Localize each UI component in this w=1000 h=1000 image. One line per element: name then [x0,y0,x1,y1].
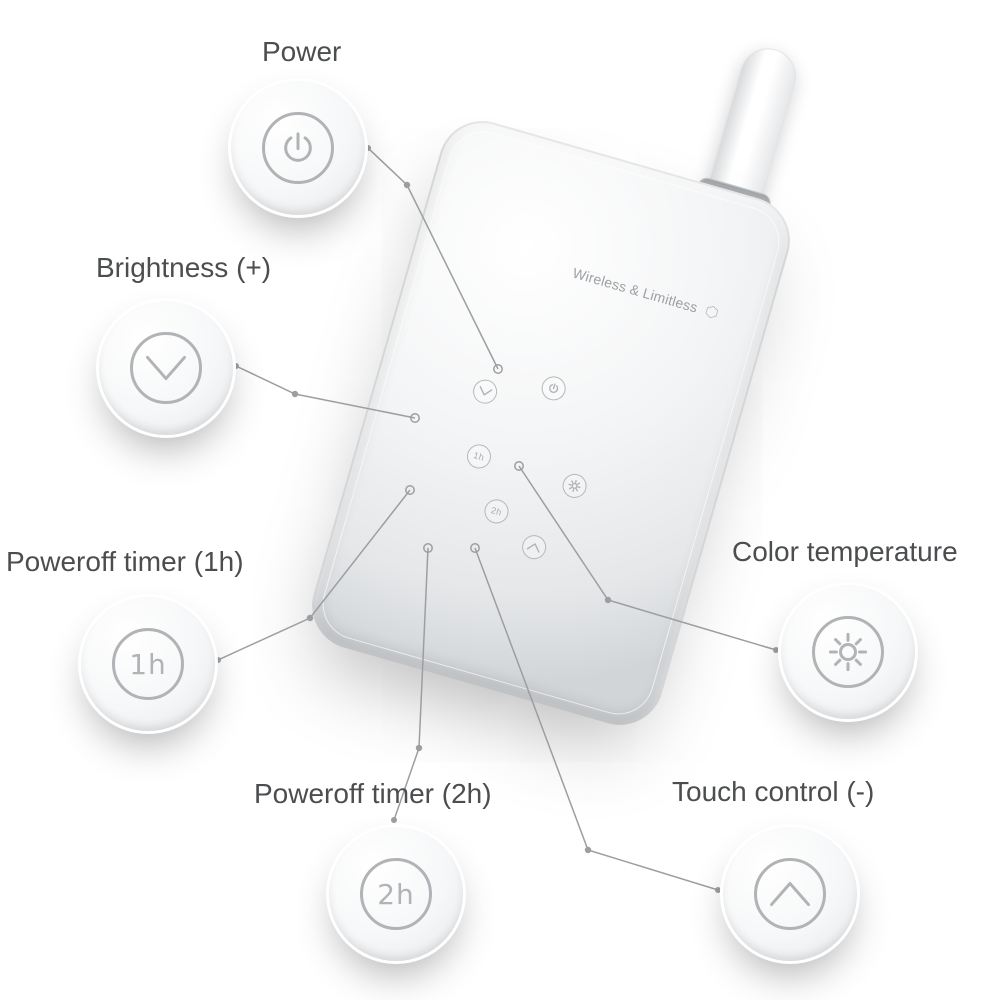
color_temp-icon [812,616,884,688]
timer_1h-icon: 1h [112,628,184,700]
callout-label-touch_minus: Touch control (-) [672,776,874,808]
lamp-base-plate [302,111,800,736]
diagram-stage: Wireless & Limitless 1h2h Power Brightnes… [0,0,1000,1000]
callout-medal-color_temp [778,582,918,722]
callout-medal-brightness_plus [96,298,236,438]
timer_2h-icon: 2h [360,858,432,930]
callout-label-brightness_plus: Brightness (+) [96,252,271,284]
power-icon [262,112,334,184]
callout-medal-touch_minus [720,824,860,964]
callout-label-power: Power [262,36,341,68]
brightness_plus-icon [130,332,202,404]
callout-medal-timer_1h: 1h [78,594,218,734]
callout-label-color_temp: Color temperature [732,536,958,568]
callout-medal-power [228,78,368,218]
callout-medal-timer_2h: 2h [326,824,466,964]
callout-label-timer_2h: Poweroff timer (2h) [254,778,492,810]
touch_minus-icon [754,858,826,930]
callout-label-timer_1h: Poweroff timer (1h) [6,546,244,578]
lamp-base: Wireless & Limitless 1h2h [302,111,800,736]
